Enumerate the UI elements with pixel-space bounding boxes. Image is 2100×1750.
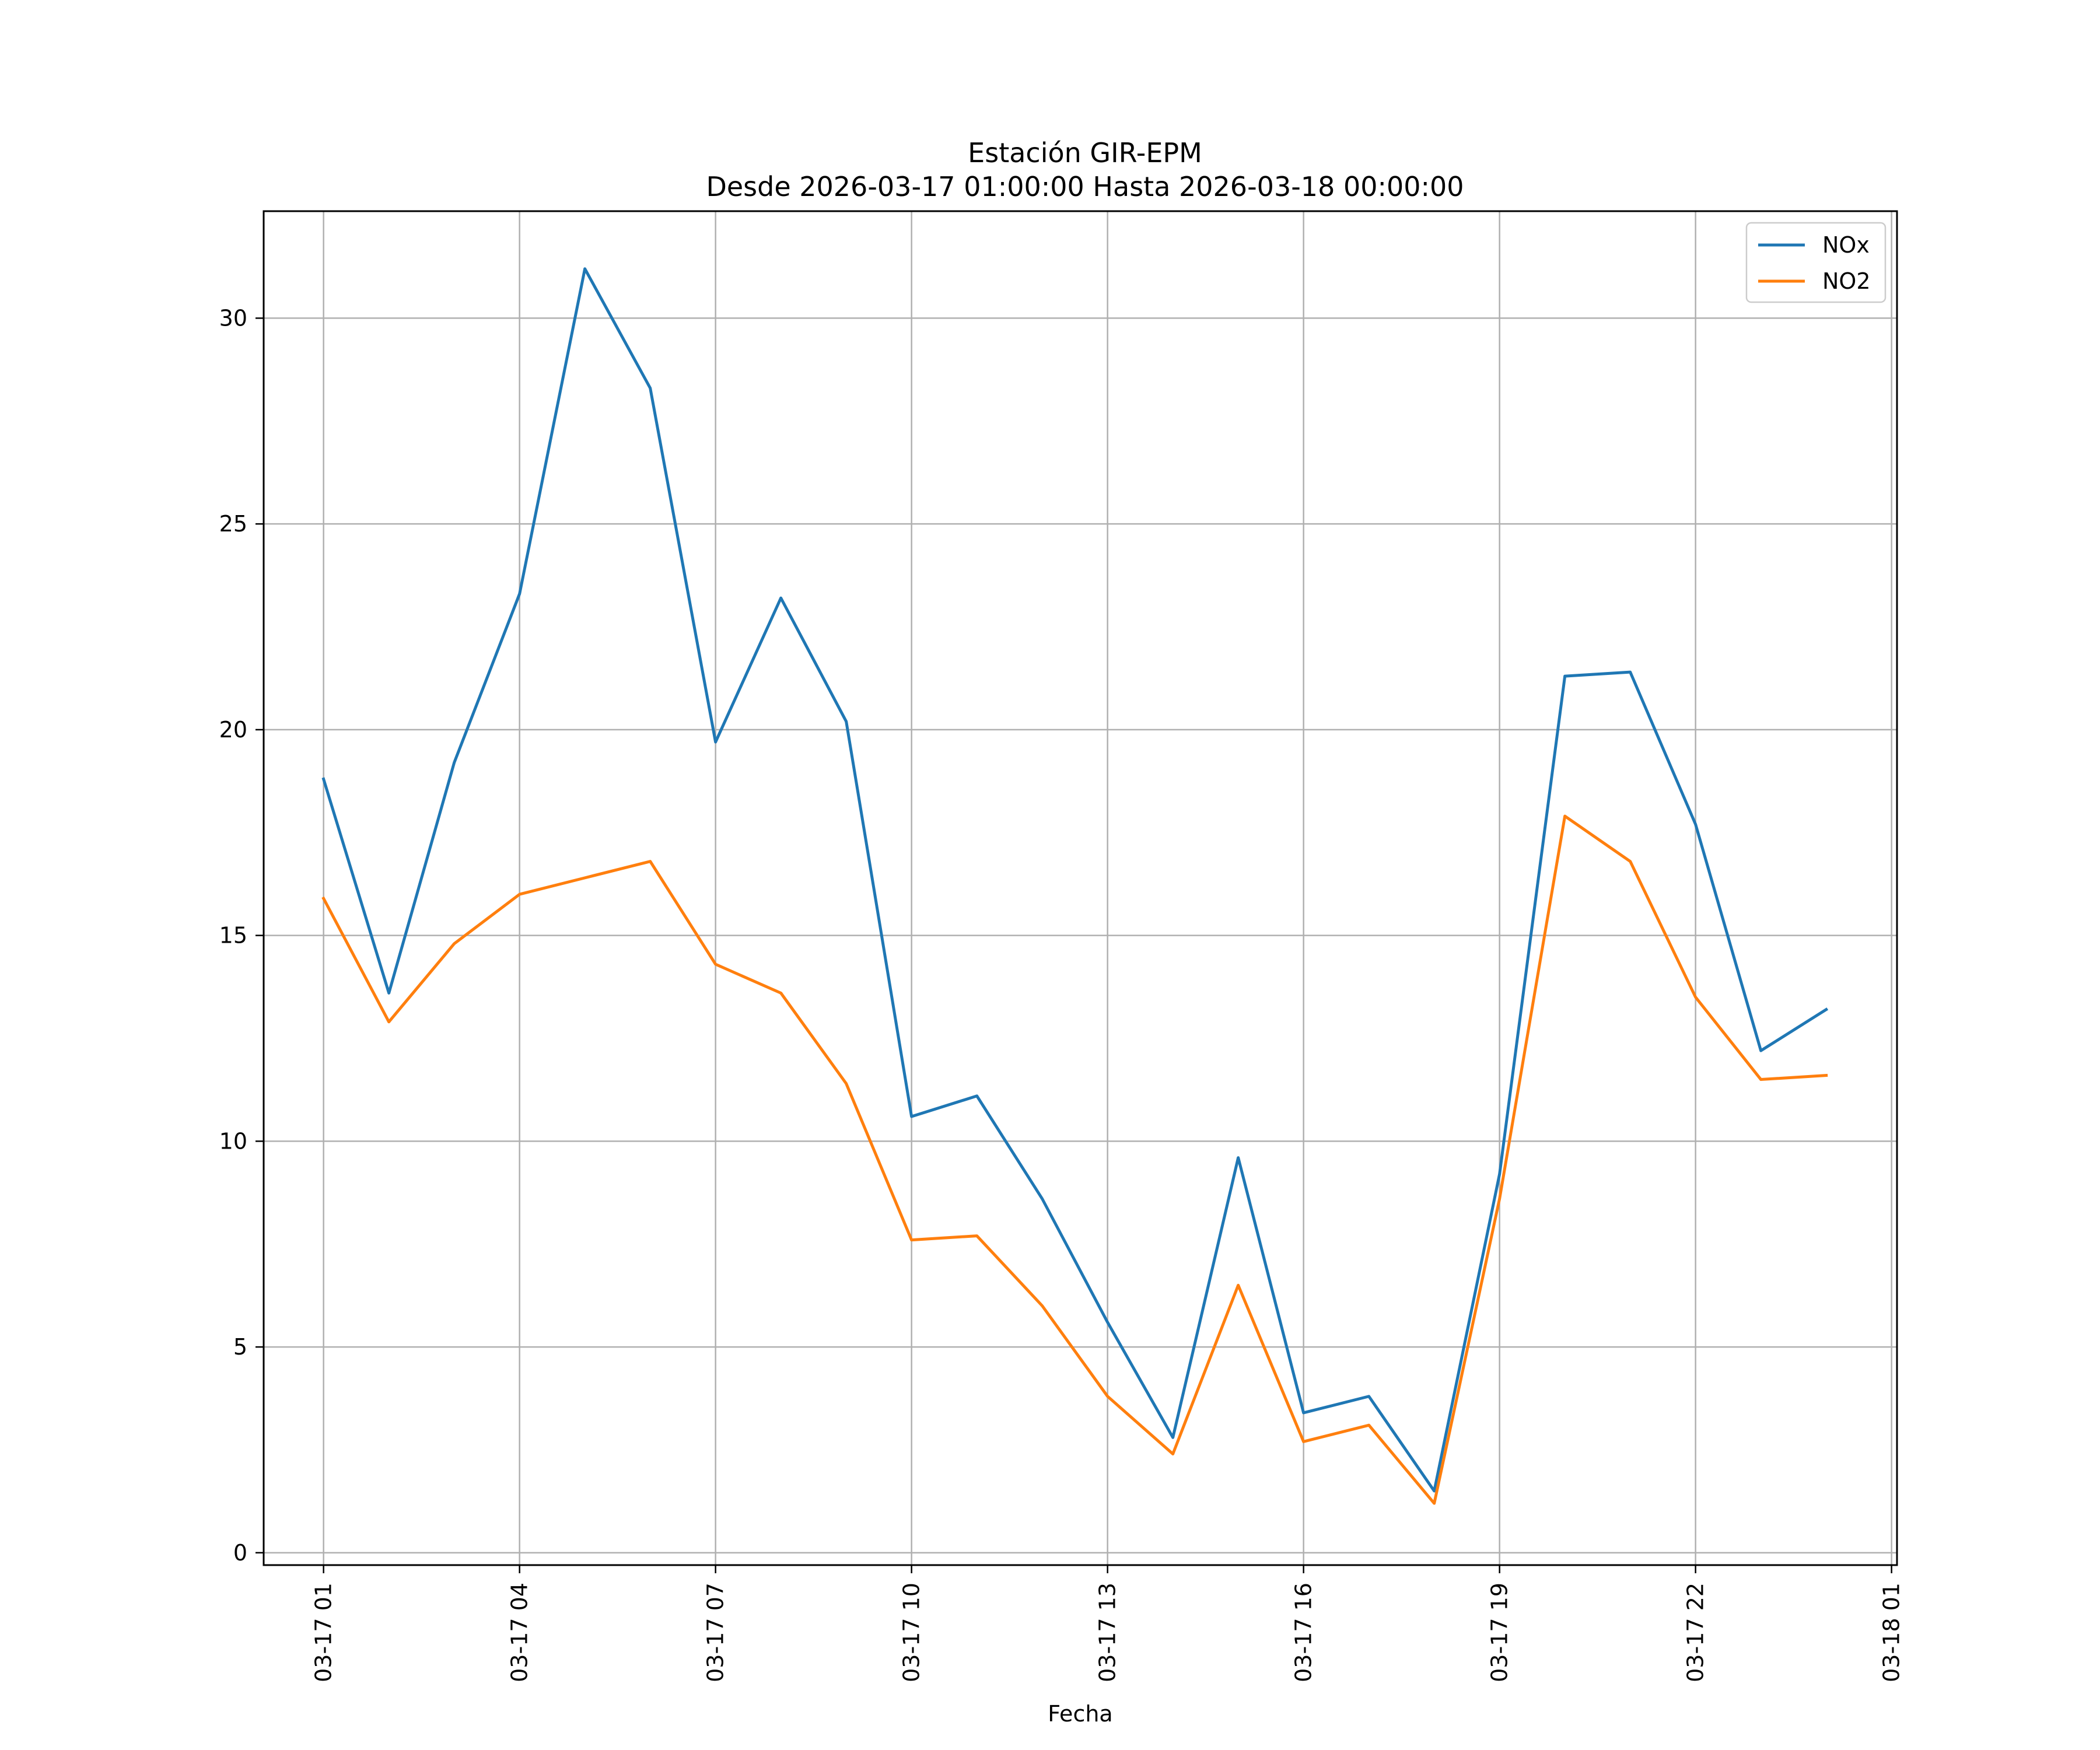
chart-subtitle: Desde 2026-03-17 01:00:00 Hasta 2026-03-… bbox=[706, 171, 1464, 202]
y-tick-label: 0 bbox=[233, 1540, 247, 1566]
x-axis-label: Fecha bbox=[1048, 1701, 1112, 1727]
chart-title: Estación GIR-EPM bbox=[968, 137, 1202, 169]
legend: NOx NO2 bbox=[1745, 222, 1887, 303]
grid bbox=[264, 211, 1897, 1565]
x-tick-label: 03-17 19 bbox=[1487, 1583, 1513, 1682]
y-tick-label: 5 bbox=[233, 1334, 247, 1360]
y-tick-label: 15 bbox=[219, 923, 247, 949]
axis-ticks: 03-17 01 03-17 04 03-17 07 03-17 10 03-17 13… bbox=[219, 305, 1905, 1682]
legend-label-nox: NOx bbox=[1822, 232, 1870, 258]
x-tick-label: 03-17 01 bbox=[311, 1583, 337, 1682]
series-line-no2 bbox=[321, 814, 1828, 1505]
y-tick-label: 25 bbox=[219, 511, 247, 537]
x-tick-label: 03-17 10 bbox=[899, 1583, 925, 1682]
x-tick-label: 03-17 16 bbox=[1291, 1583, 1317, 1682]
legend-label-no2: NO2 bbox=[1822, 268, 1871, 294]
series-line-nox bbox=[321, 267, 1829, 1493]
x-tick-label: 03-17 04 bbox=[507, 1583, 533, 1682]
y-tick-label: 30 bbox=[219, 305, 247, 331]
plot-frame bbox=[262, 210, 1898, 1566]
x-tick-label: 03-18 01 bbox=[1879, 1583, 1905, 1682]
x-tick-label: 03-17 13 bbox=[1095, 1583, 1121, 1682]
y-tick-label: 10 bbox=[219, 1128, 247, 1154]
x-tick-label: 03-17 07 bbox=[703, 1583, 729, 1682]
series-lines bbox=[321, 267, 1829, 1505]
y-tick-label: 20 bbox=[219, 717, 247, 743]
x-tick-label: 03-17 22 bbox=[1683, 1583, 1709, 1682]
